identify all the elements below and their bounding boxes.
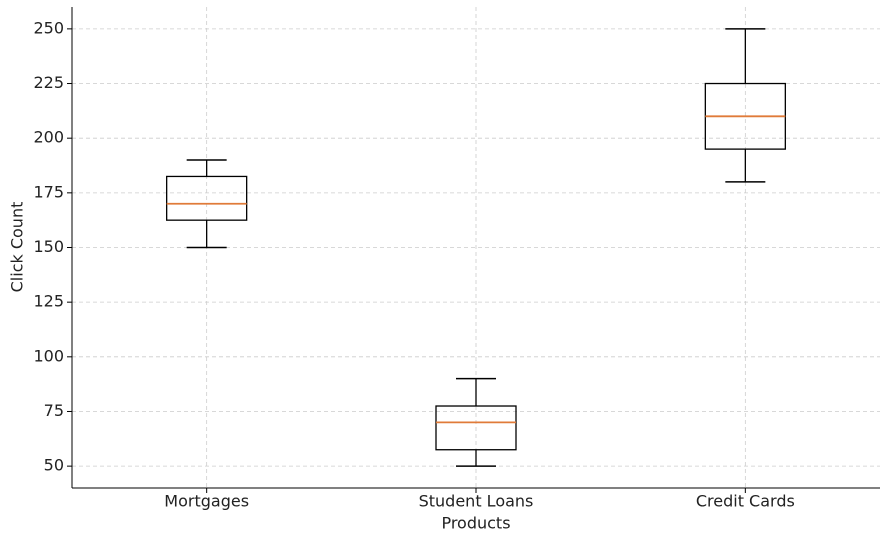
y-tick-label: 75 xyxy=(44,401,64,420)
x-axis-label: Products xyxy=(441,514,510,533)
y-tick-label: 225 xyxy=(33,73,64,92)
y-tick-label: 250 xyxy=(33,18,64,37)
x-tick-label: Credit Cards xyxy=(696,492,795,511)
x-tick-label: Student Loans xyxy=(419,492,534,511)
y-tick-label: 150 xyxy=(33,237,64,256)
y-tick-label: 50 xyxy=(44,456,64,475)
y-tick-label: 125 xyxy=(33,292,64,311)
y-tick-label: 175 xyxy=(33,182,64,201)
y-tick-label: 200 xyxy=(33,128,64,147)
y-axis-label: Click Count xyxy=(8,202,27,293)
box xyxy=(435,405,517,451)
y-tick-label: 100 xyxy=(33,346,64,365)
box xyxy=(166,175,248,221)
x-tick-label: Mortgages xyxy=(164,492,249,511)
